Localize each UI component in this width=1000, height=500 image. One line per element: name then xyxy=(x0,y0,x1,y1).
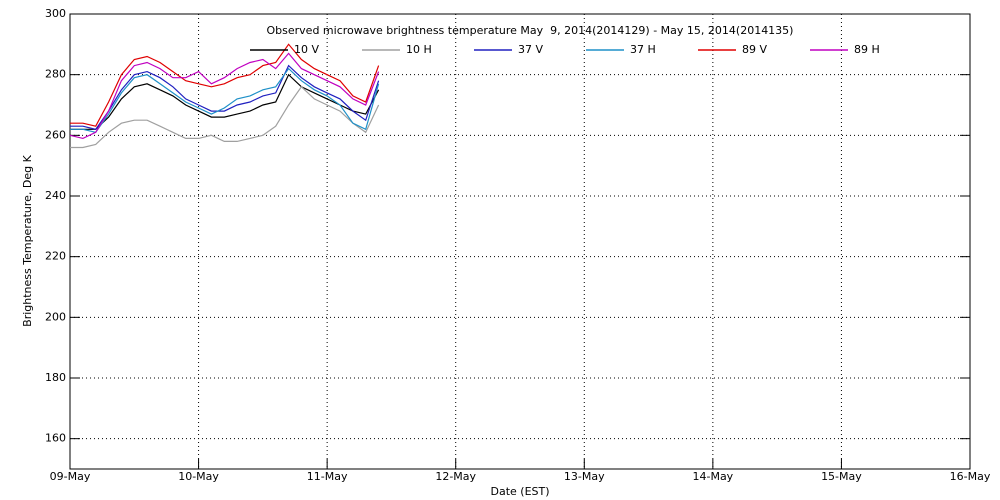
y-tick-label: 300 xyxy=(45,7,66,20)
series-line xyxy=(70,64,380,130)
series-line xyxy=(70,67,380,133)
x-tick-label: 13-May xyxy=(564,470,605,483)
y-tick-label: 180 xyxy=(45,371,66,384)
y-tick-label: 200 xyxy=(45,310,66,323)
x-tick-label: 14-May xyxy=(692,470,733,483)
series-line xyxy=(70,85,380,149)
y-tick-label: 240 xyxy=(45,189,66,202)
legend-label: 10 H xyxy=(406,43,432,56)
x-axis-label: Date (EST) xyxy=(490,485,549,498)
y-tick-label: 260 xyxy=(45,128,66,141)
legend-label: 37 V xyxy=(518,43,543,56)
x-tick-label: 15-May xyxy=(821,470,862,483)
legend-label: 37 H xyxy=(630,43,656,56)
legend-label: 89 H xyxy=(854,43,880,56)
x-tick-label: 16-May xyxy=(950,470,991,483)
series-line xyxy=(69,52,380,140)
series-line xyxy=(70,43,380,127)
chart-title: Observed microwave brightness temperatur… xyxy=(267,24,794,37)
legend-label: 10 V xyxy=(294,43,319,56)
series-line xyxy=(70,73,380,130)
x-tick-label: 11-May xyxy=(307,470,348,483)
plot-frame xyxy=(69,13,971,470)
y-tick-label: 160 xyxy=(45,432,66,445)
legend-label: 89 V xyxy=(742,43,767,56)
x-tick-label: 12-May xyxy=(435,470,476,483)
y-tick-label: 220 xyxy=(45,250,66,263)
x-tick-label: 10-May xyxy=(178,470,219,483)
y-tick-label: 280 xyxy=(45,68,66,81)
y-axis-label: Brightness Temperature, Deg K xyxy=(21,154,34,326)
x-tick-label: 09-May xyxy=(50,470,91,483)
